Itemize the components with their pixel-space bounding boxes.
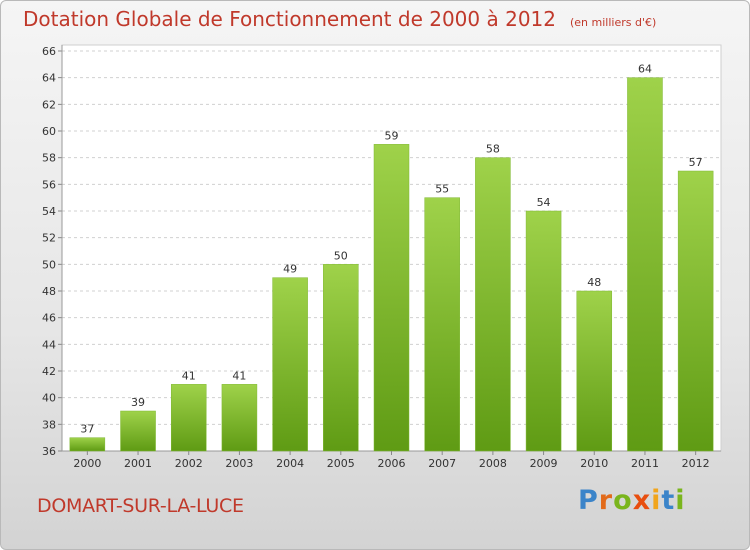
- proxiti-logo: Proxiti: [578, 485, 686, 516]
- data-label: 59: [385, 129, 399, 142]
- x-tick-label: 2007: [428, 457, 456, 470]
- y-tick-label: 64: [42, 72, 56, 85]
- y-tick-label: 62: [42, 98, 56, 111]
- bar-2004: [272, 277, 308, 452]
- data-label: 54: [537, 196, 551, 209]
- data-label: 39: [131, 396, 145, 409]
- y-tick-label: 36: [42, 445, 56, 458]
- y-tick-label: 60: [42, 125, 56, 138]
- y-tick-label: 66: [42, 45, 56, 58]
- bar-2001: [120, 410, 156, 452]
- x-tick-label: 2006: [378, 457, 406, 470]
- bar-2009: [525, 210, 562, 452]
- bar-2011: [627, 77, 663, 452]
- y-tick-label: 46: [42, 312, 56, 325]
- y-tick-label: 48: [42, 285, 56, 298]
- y-tick-label: 50: [42, 258, 56, 271]
- bar-2005: [323, 264, 359, 452]
- bar-2008: [475, 157, 511, 452]
- x-tick-label: 2011: [631, 457, 659, 470]
- bar-2006: [373, 144, 410, 452]
- y-tick-label: 54: [42, 205, 56, 218]
- x-tick-label: 2004: [276, 457, 304, 470]
- data-label: 50: [334, 249, 348, 262]
- y-tick-label: 42: [42, 365, 56, 378]
- chart-subtitle: (en milliers d'€): [570, 16, 657, 29]
- x-tick-label: 2000: [73, 457, 101, 470]
- data-label: 55: [435, 183, 449, 196]
- bar-2000: [69, 437, 106, 452]
- bar-2012: [677, 170, 714, 452]
- x-tick-label: 2003: [225, 457, 253, 470]
- x-tick-label: 2009: [530, 457, 558, 470]
- y-tick-label: 40: [42, 392, 56, 405]
- bar-2010: [576, 290, 613, 452]
- bar-2002: [170, 384, 207, 452]
- x-tick-label: 2010: [580, 457, 608, 470]
- y-tick-label: 56: [42, 178, 56, 191]
- data-label: 48: [587, 276, 601, 289]
- data-label: 57: [689, 156, 703, 169]
- bar-2007: [424, 197, 460, 452]
- x-tick-label: 2005: [327, 457, 355, 470]
- bar-2003: [221, 384, 258, 452]
- y-tick-label: 38: [42, 418, 56, 431]
- x-tick-label: 2002: [175, 457, 203, 470]
- data-label: 58: [486, 143, 500, 156]
- data-label: 49: [283, 263, 297, 276]
- chart-title: Dotation Globale de Fonctionnement de 20…: [23, 7, 656, 31]
- y-tick-label: 44: [42, 338, 56, 351]
- city-name: DOMART-SUR-LA-LUCE: [37, 495, 244, 517]
- chart-title-main: Dotation Globale de Fonctionnement de 20…: [23, 7, 556, 31]
- data-label: 37: [80, 423, 94, 436]
- data-label: 41: [182, 369, 196, 382]
- x-tick-label: 2001: [124, 457, 152, 470]
- x-tick-label: 2008: [479, 457, 507, 470]
- y-tick-label: 52: [42, 232, 56, 245]
- x-tick-label: 2012: [682, 457, 710, 470]
- data-label: 64: [638, 63, 652, 76]
- y-tick-label: 58: [42, 152, 56, 165]
- data-label: 41: [232, 369, 246, 382]
